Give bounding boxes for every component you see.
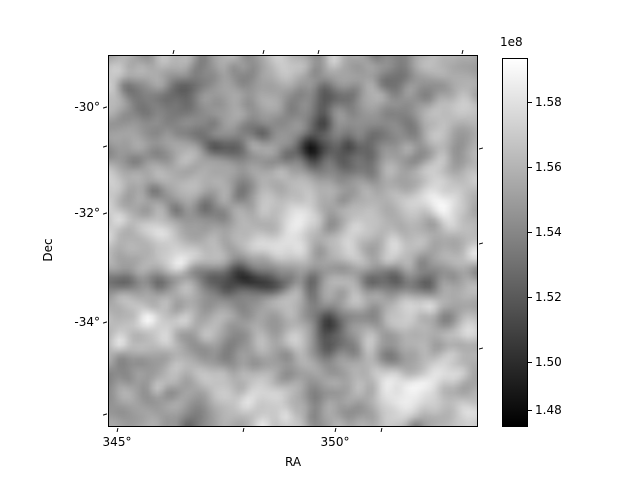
x-tick-1 <box>242 427 245 433</box>
y-tick-0 <box>102 106 108 109</box>
x-tick-2 <box>334 427 337 433</box>
x-axis-title: RA <box>284 455 302 469</box>
colorbar-tick-1 <box>528 167 532 168</box>
y-tick-label-2: -32° <box>74 206 100 220</box>
y-tick-3 <box>102 321 108 324</box>
colorbar-offset-text: 1e8 <box>500 35 523 49</box>
top-tick-3 <box>461 49 464 55</box>
colorbar-tick-5 <box>528 410 532 411</box>
right-tick-1 <box>478 242 484 245</box>
y-tick-1 <box>102 145 108 148</box>
colorbar-tick-label-5: 1.48 <box>535 403 562 417</box>
x-tick-3 <box>380 427 383 433</box>
y-tick-label-3: -34° <box>74 315 100 329</box>
y-tick-2 <box>102 212 108 215</box>
x-tick-0 <box>116 427 119 433</box>
colorbar-tick-label-3: 1.52 <box>535 290 562 304</box>
sky-map-axes[interactable] <box>108 55 478 427</box>
x-tick-label-2: 350° <box>320 435 350 449</box>
colorbar-tick-2 <box>528 232 532 233</box>
top-tick-1 <box>262 49 265 55</box>
sky-map-image <box>109 56 477 426</box>
right-tick-0 <box>478 147 484 150</box>
colorbar-tick-label-4: 1.50 <box>535 355 562 369</box>
colorbar-gradient <box>502 58 528 427</box>
right-tick-2 <box>478 347 484 350</box>
colorbar-tick-3 <box>528 297 532 298</box>
y-tick-label-0: -30° <box>74 100 100 114</box>
colorbar-tick-0 <box>528 102 532 103</box>
x-tick-label-0: 345° <box>102 435 132 449</box>
colorbar-tick-label-2: 1.54 <box>535 225 562 239</box>
colorbar-tick-label-1: 1.56 <box>535 160 562 174</box>
y-tick-4 <box>102 413 108 416</box>
top-tick-0 <box>172 49 175 55</box>
top-tick-2 <box>317 49 320 55</box>
colorbar-tick-label-0: 1.58 <box>535 95 562 109</box>
y-axis-title: Dec <box>41 238 55 262</box>
colorbar-tick-4 <box>528 362 532 363</box>
colorbar[interactable] <box>502 58 532 427</box>
